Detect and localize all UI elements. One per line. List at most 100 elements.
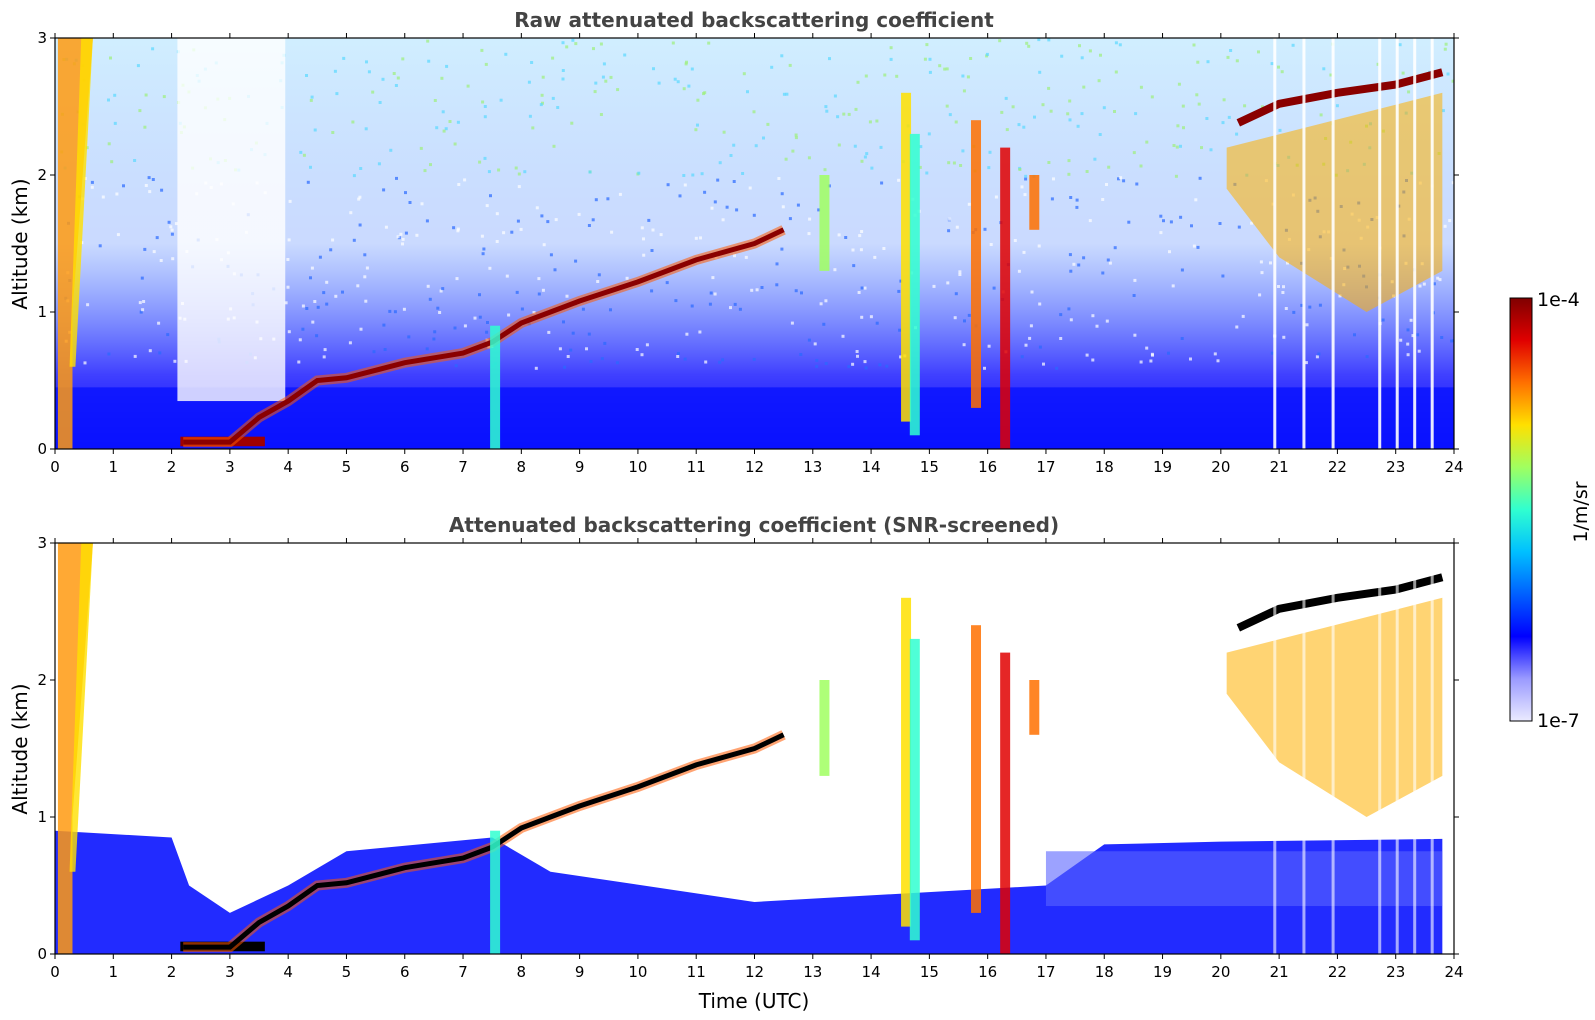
noise-speckle [463,178,467,182]
x-tick-label: 16 [978,963,997,981]
noise-speckle [815,364,819,368]
noise-speckle [716,178,720,182]
noise-speckle [1017,269,1021,273]
noise-speckle [136,64,140,68]
noise-speckle [478,293,481,297]
noise-speckle [1047,161,1051,164]
screened-backscatter-panel: Attenuated backscattering coefficient (S… [8,513,1464,1013]
noise-speckle [674,299,678,303]
noise-speckle [1222,98,1226,102]
noise-speckle [889,57,893,61]
noise-speckle [1270,62,1274,66]
noise-speckle [666,183,670,187]
noise-speckle [158,351,162,355]
noise-speckle [485,204,489,208]
x-tick-label: 2 [167,458,177,476]
noise-speckle [699,236,702,240]
noise-speckle [107,352,111,356]
noise-speckle [1139,164,1143,168]
noise-speckle [683,183,687,187]
noise-speckle [733,254,736,258]
noise-speckle [704,360,708,364]
noise-speckle [426,284,430,288]
noise-speckle [1216,359,1220,363]
noise-speckle [657,81,661,85]
noise-speckle [1237,225,1241,229]
noise-speckle [985,52,989,56]
noise-speckle [1317,352,1321,356]
noise-speckle [160,188,164,192]
noise-speckle [404,191,407,195]
noise-speckle [1418,284,1422,288]
noise-speckle [141,308,145,312]
noise-speckle [305,307,309,310]
noise-speckle [855,350,859,353]
noise-speckle [1150,352,1154,356]
noise-speckle [1398,43,1402,47]
noise-speckle [456,229,460,233]
noise-speckle [1235,132,1239,136]
screened-heatmap-field [55,543,1444,954]
x-tick-label: 4 [283,458,293,476]
noise-speckle [1432,282,1436,286]
noise-speckle [782,92,786,96]
noise-speckle [419,146,423,150]
noise-speckle [455,277,459,281]
noise-speckle [824,362,828,365]
noise-speckle [489,194,492,198]
noise-speckle [1399,338,1403,342]
noise-speckle [895,74,899,78]
noise-speckle [998,39,1002,43]
noise-speckle [364,299,368,303]
noise-speckle [599,113,603,116]
noise-speckle [1060,54,1064,58]
noise-speckle [1080,112,1084,116]
precip-streak [819,680,830,776]
precip-streak [1029,680,1040,735]
noise-speckle [899,279,903,283]
noise-speckle [323,348,327,352]
noise-speckle [807,338,811,342]
x-tick-label: 12 [745,963,764,981]
noise-speckle [1260,105,1264,109]
noise-speckle [609,75,613,79]
noise-speckle [1179,144,1182,148]
noise-speckle [174,222,178,226]
noise-speckle [1315,355,1319,359]
noise-speckle [864,366,868,370]
noise-speckle [790,321,794,325]
noise-speckle [113,93,117,97]
noise-speckle [364,127,368,131]
noise-speckle [1282,285,1285,289]
noise-speckle [897,289,901,293]
noise-speckle [989,243,993,246]
x-tick-label: 17 [1036,458,1055,476]
noise-speckle [863,155,867,159]
x-tick-label: 20 [1211,458,1230,476]
noise-speckle [841,334,845,338]
noise-speckle [143,247,147,251]
noise-speckle [394,84,398,87]
noise-speckle [358,195,362,199]
noise-speckle [152,250,156,254]
noise-speckle [1091,314,1095,318]
noise-speckle [698,330,702,334]
noise-speckle [700,172,704,176]
noise-speckle [1020,355,1024,359]
noise-speckle [873,255,877,259]
noise-speckle [1055,366,1059,370]
x-tick-label: 4 [283,963,293,981]
noise-speckle [828,57,831,61]
noise-speckle [1038,70,1042,74]
x-tick-label: 16 [978,458,997,476]
noise-speckle [647,218,651,222]
data-gap [1395,543,1399,954]
noise-speckle [875,119,879,123]
noise-speckle [1451,181,1454,185]
noise-speckle [752,110,756,114]
noise-speckle [466,84,470,88]
noise-speckle [148,349,152,353]
noise-speckle [1197,102,1201,106]
noise-speckle [171,257,175,261]
noise-speckle [305,74,308,77]
